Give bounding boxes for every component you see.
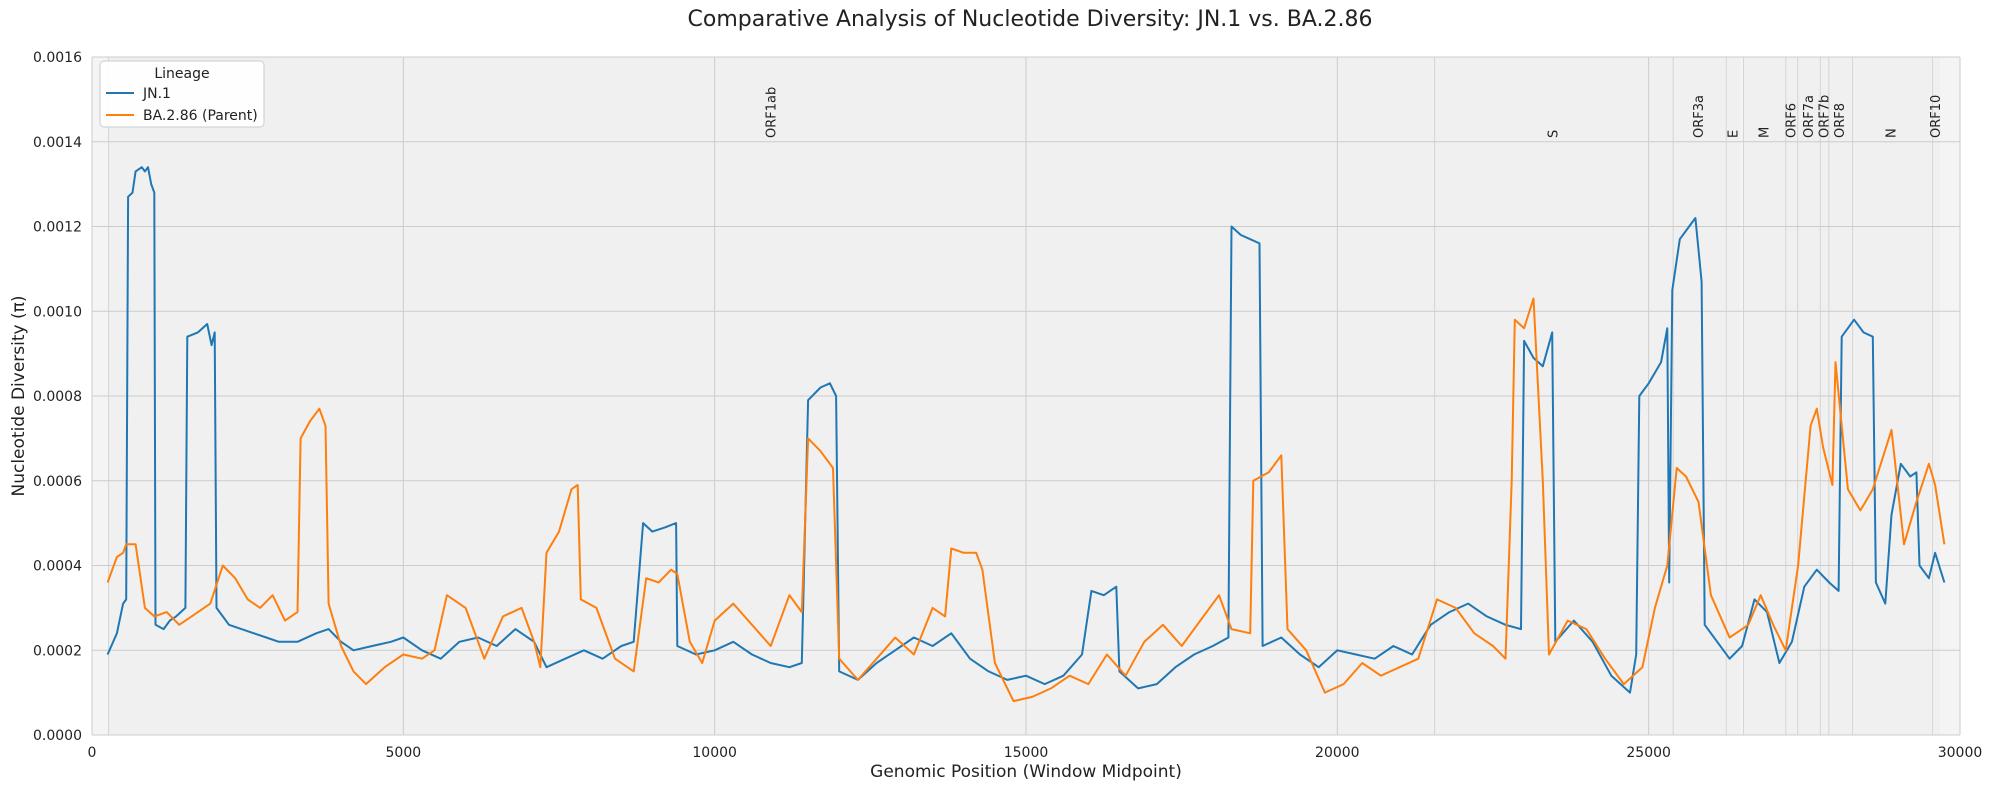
y-axis-label: Nucleotide Diversity (π) [9, 296, 29, 497]
x-axis-ticks: 0 5000 10000 15000 20000 25000 30000 [88, 745, 1983, 761]
y-tick-label: 0.0002 [33, 643, 82, 659]
y-tick-label: 0.0012 [33, 220, 82, 236]
legend-label-ba286: BA.2.86 (Parent) [143, 108, 258, 124]
gene-label: ORF7b [1817, 95, 1832, 138]
x-tick-label: 10000 [692, 745, 737, 761]
x-tick-label: 15000 [1004, 745, 1049, 761]
y-tick-label: 0.0000 [33, 728, 82, 744]
y-tick-label: 0.0004 [33, 559, 82, 575]
series-line-jn1 [106, 166, 1946, 694]
y-axis-ticks: 0.0000 0.0002 0.0004 0.0006 0.0008 0.0010 0.00… [33, 50, 82, 744]
chart-title: Comparative Analysis of Nucleotide Diver… [688, 7, 1373, 32]
gene-label: ORF3a [1692, 95, 1707, 138]
gene-label: N [1885, 128, 1900, 138]
x-tick-label: 30000 [1938, 745, 1983, 761]
series-line-ba286 [106, 297, 1946, 703]
x-axis-label: Genomic Position (Window Midpoint) [870, 762, 1182, 782]
gene-label: ORF6 [1785, 103, 1800, 138]
legend-label-jn1: JN.1 [142, 86, 171, 102]
x-tick-label: 20000 [1315, 745, 1360, 761]
gene-label: S [1547, 130, 1562, 138]
gene-label: ORF8 [1833, 103, 1848, 138]
gene-label: M [1757, 127, 1772, 138]
legend-box [99, 60, 265, 128]
y-tick-label: 0.0008 [33, 389, 82, 405]
y-tick-label: 0.0010 [33, 304, 82, 320]
gene-label: E [1726, 130, 1741, 138]
gene-region-labels: ORF1ab S ORF3a E M ORF6 ORF7a ORF7b ORF8 N ORF10 [764, 87, 1944, 138]
gene-label: ORF10 [1929, 95, 1944, 138]
legend: Lineage JN.1 BA.2.86 (Parent) [99, 60, 265, 128]
gene-label: ORF7a [1802, 95, 1817, 138]
x-tick-label: 0 [88, 745, 97, 761]
y-tick-label: 0.0006 [33, 474, 82, 490]
gene-label: ORF1ab [764, 87, 779, 138]
y-tick-label: 0.0016 [33, 50, 82, 66]
legend-title: Lineage [154, 66, 209, 82]
x-tick-label: 5000 [386, 745, 422, 761]
x-tick-label: 25000 [1626, 745, 1671, 761]
y-tick-label: 0.0014 [33, 135, 82, 151]
